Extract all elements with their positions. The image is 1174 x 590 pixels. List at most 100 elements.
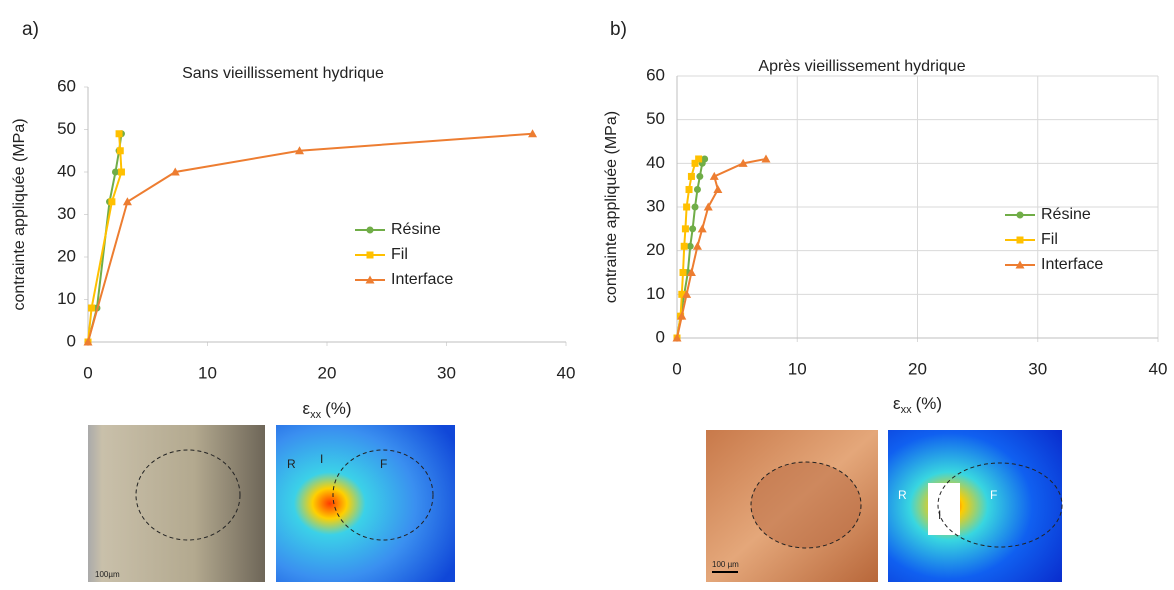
legend-marker <box>1016 236 1024 244</box>
point <box>709 171 719 180</box>
marker-label: F <box>380 457 387 471</box>
point <box>687 172 695 180</box>
y-tick-label: 10 <box>646 284 665 303</box>
y-tick-label: 60 <box>646 65 665 84</box>
point <box>111 168 119 176</box>
point <box>528 129 538 138</box>
y-tick-label: 50 <box>57 119 76 138</box>
point <box>295 146 305 155</box>
outline <box>332 449 434 541</box>
point <box>692 241 702 250</box>
marker-label: R <box>898 488 907 502</box>
photo <box>88 425 265 582</box>
x-tick-label: 10 <box>198 363 217 382</box>
strain-map <box>888 430 1062 582</box>
x-tick-label: 0 <box>83 363 92 382</box>
point <box>122 197 132 206</box>
y-tick-label: 20 <box>57 246 76 265</box>
series-line <box>87 132 533 343</box>
point <box>691 203 699 211</box>
point <box>672 333 682 342</box>
legend-label: Résine <box>1041 206 1091 223</box>
point <box>116 147 124 155</box>
legend-marker <box>365 275 375 284</box>
chart: b) Après vieillissement hydrique contraint… <box>603 19 1167 416</box>
marker-label: I <box>938 508 941 522</box>
point <box>685 186 693 194</box>
chart-title: Après vieillissement hydrique <box>758 58 965 75</box>
x-tick-label: 20 <box>908 359 927 378</box>
point <box>761 154 771 163</box>
point <box>117 168 125 176</box>
y-tick-label: 30 <box>646 196 665 215</box>
legend-label: Interface <box>1041 256 1103 273</box>
point <box>683 203 691 211</box>
x-label-symbol: ε <box>893 394 901 413</box>
y-tick-label: 0 <box>67 331 76 350</box>
point <box>108 198 116 206</box>
point <box>738 158 748 167</box>
marker-label: F <box>990 488 997 502</box>
scale-label: 100µm <box>95 570 120 579</box>
y-axis-label: contrainte appliquée (MPa) <box>11 118 28 310</box>
y-tick-label: 20 <box>646 240 665 259</box>
chart: a) Sans vieillissement hydrique contrainte… <box>11 19 575 421</box>
point <box>696 172 704 180</box>
point <box>686 242 694 250</box>
point <box>689 225 697 233</box>
y-axis-label: contrainte appliquée (MPa) <box>603 111 620 303</box>
legend-label: Résine <box>391 221 441 238</box>
y-tick-label: 40 <box>646 153 665 172</box>
x-tick-label: 0 <box>672 359 681 378</box>
x-tick-label: 30 <box>1028 359 1047 378</box>
marker-label: I <box>320 452 323 466</box>
point <box>693 186 701 194</box>
point <box>701 155 709 163</box>
strain-map <box>276 425 455 582</box>
marker-label: R <box>287 457 296 471</box>
legend-marker <box>1016 211 1024 219</box>
legend-label: Fil <box>391 246 408 263</box>
x-tick-label: 10 <box>788 359 807 378</box>
outline <box>135 449 241 541</box>
panel-label: a) <box>22 19 39 40</box>
y-tick-label: 60 <box>57 76 76 95</box>
images-b: 100 µm R I F <box>706 430 1063 582</box>
point <box>686 268 696 276</box>
outline <box>750 461 862 549</box>
point <box>677 311 687 320</box>
point <box>678 290 686 298</box>
point <box>115 130 123 138</box>
point <box>697 224 707 233</box>
scale-label: 100 µm <box>712 560 739 569</box>
point <box>88 304 96 312</box>
panel-label: b) <box>610 19 627 40</box>
y-tick-label: 30 <box>57 204 76 223</box>
point <box>682 289 692 298</box>
legend-marker <box>366 251 374 259</box>
point <box>170 167 180 176</box>
x-label-unit: (%) <box>916 394 942 413</box>
x-label-symbol: ε <box>302 399 310 418</box>
legend-label: Interface <box>391 271 453 288</box>
y-tick-label: 40 <box>57 161 76 180</box>
x-tick-label: 40 <box>557 363 576 382</box>
point <box>83 337 93 346</box>
x-tick-label: 40 <box>1149 359 1168 378</box>
outline <box>937 462 1063 548</box>
x-tick-label: 30 <box>437 363 456 382</box>
y-tick-label: 50 <box>646 109 665 128</box>
point <box>681 225 689 233</box>
legend-marker <box>366 226 374 234</box>
legend-label: Fil <box>1041 231 1058 248</box>
images-a: 100µm R I F <box>88 425 455 582</box>
point <box>680 242 688 250</box>
y-tick-label: 10 <box>57 289 76 308</box>
y-tick-label: 0 <box>656 327 665 346</box>
point <box>679 269 687 276</box>
chart-title: Sans vieillissement hydrique <box>182 65 384 82</box>
mask <box>928 483 960 535</box>
x-axis-label: εxx (%) <box>302 399 351 420</box>
x-tick-label: 20 <box>318 363 337 382</box>
